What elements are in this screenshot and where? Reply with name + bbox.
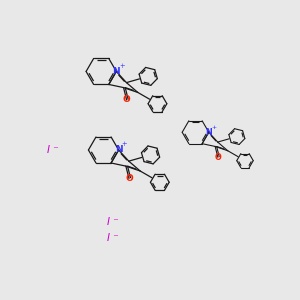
Text: N: N bbox=[112, 67, 120, 76]
Text: O: O bbox=[214, 153, 221, 162]
Text: O: O bbox=[123, 95, 130, 104]
Text: I ⁻: I ⁻ bbox=[47, 145, 58, 155]
Text: +: + bbox=[211, 125, 216, 130]
Text: N: N bbox=[115, 146, 122, 154]
Text: +: + bbox=[119, 63, 124, 69]
Text: I ⁻: I ⁻ bbox=[107, 217, 119, 227]
Text: I ⁻: I ⁻ bbox=[107, 233, 119, 243]
Text: +: + bbox=[122, 141, 127, 147]
Text: O: O bbox=[125, 174, 133, 183]
Text: N: N bbox=[206, 128, 212, 137]
